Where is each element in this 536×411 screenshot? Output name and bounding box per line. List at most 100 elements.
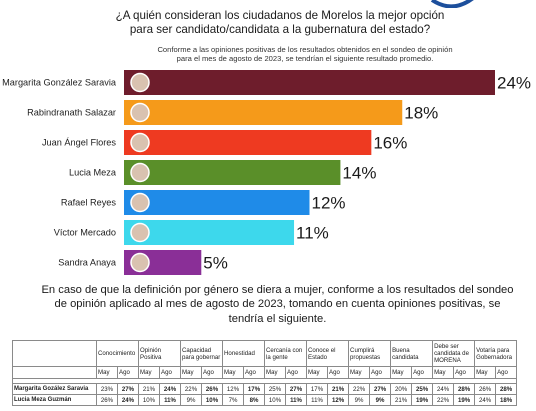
- table-cell: 26%: [96, 394, 118, 406]
- col-header: Conocimiento: [95, 340, 140, 367]
- month-header: Ago: [116, 366, 140, 379]
- table-header-row: Conocimiento Opinión Positiva Capacidad …: [12, 340, 518, 367]
- table-cell: 25%: [411, 383, 434, 395]
- value-label: 18%: [404, 104, 438, 123]
- month-header: Ago: [201, 366, 224, 379]
- col-header: Buena candidata: [390, 340, 434, 367]
- table-cell: 22%: [432, 394, 455, 406]
- category-label: Sandra Anaya: [58, 258, 117, 268]
- table-cell: 26%: [201, 383, 224, 395]
- table-cell: 24%: [116, 394, 140, 406]
- month-header: Ago: [159, 366, 182, 379]
- table-cell: 9%: [348, 394, 371, 406]
- table-cell: 28%: [495, 383, 518, 395]
- table-row: Margarita Gozález Saravia 23% 27% 21% 24% 22%…: [12, 383, 518, 395]
- bar-chart: Margarita González Saravia 24% Rabindranat…: [2, 70, 531, 275]
- month-header: May: [432, 366, 455, 379]
- chart-subtitle: Conforme a las opiniones positivas de lo…: [157, 45, 453, 64]
- category-label: Víctor Mercado: [54, 228, 116, 238]
- category-label: Rafael Reyes: [61, 198, 117, 208]
- table-cell: 22%: [348, 383, 371, 395]
- table-cell: 19%: [411, 394, 434, 406]
- table-cell: 11%: [285, 394, 308, 406]
- bar: [124, 160, 341, 185]
- table-corner: [12, 340, 97, 367]
- category-label: Rabindranath Salazar: [27, 108, 116, 118]
- table-cell: 26%: [474, 383, 497, 395]
- table-cell: 9%: [369, 394, 392, 406]
- candidate-photo: [130, 132, 150, 153]
- table-cell: 21%: [138, 383, 161, 395]
- candidate-photo: [130, 72, 150, 93]
- month-header: Ago: [285, 366, 308, 379]
- table-cell: 27%: [285, 383, 308, 395]
- table-cell: 24%: [432, 383, 455, 395]
- gender-section-question: En caso de que la definición por género …: [41, 284, 514, 325]
- col-header: Votaría para Gobernadora: [474, 340, 518, 367]
- value-label: 14%: [342, 164, 376, 183]
- bar: [124, 220, 295, 245]
- month-header: May: [180, 366, 203, 379]
- month-header: May: [96, 366, 118, 379]
- table-cell: 24%: [474, 394, 497, 406]
- table-cell: 25%: [264, 383, 287, 395]
- table-cell: 21%: [390, 394, 413, 406]
- table-cell: 9%: [180, 394, 203, 406]
- month-header: May: [474, 366, 497, 379]
- candidate-photo: [130, 252, 150, 273]
- col-header: Capacidad para gobernar: [180, 340, 224, 367]
- table-cell: 8%: [243, 394, 266, 406]
- table-cell: 10%: [264, 394, 287, 406]
- month-header: Ago: [327, 366, 350, 379]
- month-header: Ago: [411, 366, 434, 379]
- table-cell: 18%: [495, 394, 518, 406]
- table-cell: 12%: [222, 383, 245, 395]
- table-cell: 27%: [369, 383, 392, 395]
- comparison-table: Conocimiento Opinión Positiva Capacidad …: [11, 340, 518, 406]
- table-cell: 24%: [159, 383, 182, 395]
- row-name: Margarita Gozález Saravia: [12, 383, 97, 395]
- col-header: Opinión Positiva: [138, 340, 182, 367]
- month-header: May: [222, 366, 245, 379]
- table-row: Lucia Meza Guzmán 26% 24% 10% 11% 9% 10% 7% 8% 10…: [12, 394, 518, 406]
- month-header: May: [306, 366, 329, 379]
- logo-swoosh: [430, 0, 474, 8]
- table-cell: 12%: [327, 394, 350, 406]
- col-header: Debe ser candidata de MORENA: [432, 340, 476, 367]
- bar: [124, 190, 310, 215]
- category-label: Lucia Meza: [69, 168, 117, 178]
- candidate-photo: [130, 102, 150, 123]
- month-header: Ago: [495, 366, 518, 379]
- category-label: Juan Ángel Flores: [42, 138, 116, 148]
- table-cell: 7%: [222, 394, 245, 406]
- subheader-blank: [12, 366, 97, 379]
- candidate-photo: [130, 162, 150, 183]
- month-header: May: [138, 366, 161, 379]
- value-label: 5%: [203, 254, 228, 273]
- table-cell: 17%: [306, 383, 329, 395]
- value-label: 12%: [312, 194, 346, 213]
- candidate-photo: [130, 192, 150, 213]
- month-header: May: [348, 366, 371, 379]
- bar: [124, 130, 372, 155]
- month-header: May: [264, 366, 287, 379]
- month-header: Ago: [453, 366, 476, 379]
- comparison-table-container: Conocimiento Opinión Positiva Capacidad …: [11, 340, 528, 406]
- table-cell: 10%: [201, 394, 224, 406]
- table-cell: 10%: [138, 394, 161, 406]
- table-cell: 11%: [306, 394, 329, 406]
- table-cell: 19%: [453, 394, 476, 406]
- value-label: 16%: [373, 134, 407, 153]
- table-cell: 17%: [243, 383, 266, 395]
- bar: [124, 100, 403, 125]
- month-header: Ago: [243, 366, 266, 379]
- category-label: Margarita González Saravia: [2, 78, 117, 88]
- month-header: May: [390, 366, 413, 379]
- table-cell: 22%: [180, 383, 203, 395]
- col-header: Honestidad: [222, 340, 266, 367]
- col-header: Cercanía con la gente: [264, 340, 308, 367]
- table-cell: 27%: [116, 383, 140, 395]
- bar: [124, 70, 495, 95]
- table-cell: 11%: [159, 394, 182, 406]
- table-cell: 20%: [390, 383, 413, 395]
